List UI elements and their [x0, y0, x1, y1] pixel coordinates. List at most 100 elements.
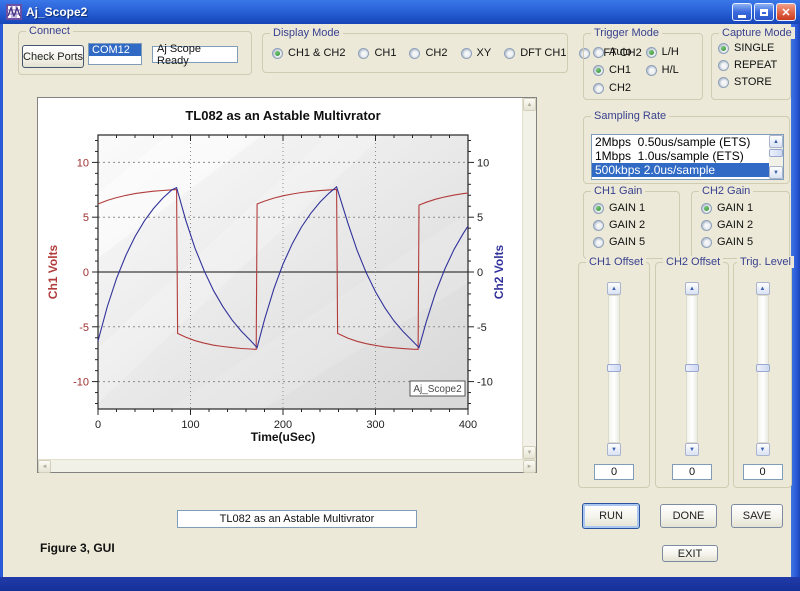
- window-title: Aj_Scope2: [26, 5, 87, 19]
- save-button[interactable]: SAVE: [731, 504, 783, 528]
- radio-xy[interactable]: XY: [461, 47, 492, 59]
- close-button[interactable]: ✕: [776, 3, 796, 21]
- done-label: DONE: [673, 510, 705, 522]
- slider-thumb[interactable]: [685, 364, 699, 372]
- sampling-option[interactable]: 1Mbps 1.0us/sample (ETS): [592, 149, 777, 163]
- trig-level-value[interactable]: 0: [743, 464, 783, 480]
- radio-gain-5[interactable]: GAIN 5: [593, 236, 679, 248]
- radio-single[interactable]: SINGLE: [718, 42, 790, 54]
- maximize-button[interactable]: [754, 3, 774, 21]
- radio-label: DFT CH1: [520, 47, 566, 59]
- scroll-left-icon[interactable]: ◄: [38, 460, 51, 473]
- radio-label: GAIN 1: [609, 202, 645, 214]
- radio-label: STORE: [734, 76, 772, 88]
- sampling-option[interactable]: 2Mbps 0.50us/sample (ETS): [592, 135, 777, 149]
- radio-gain-5[interactable]: GAIN 5: [701, 236, 789, 248]
- svg-text:Ch2 Volts: Ch2 Volts: [492, 244, 506, 299]
- ch2-offset-slider[interactable]: ▲ ▼: [685, 282, 699, 456]
- scroll-up-icon[interactable]: ▲: [769, 135, 783, 148]
- minimize-button[interactable]: [732, 3, 752, 21]
- trig-level-slider[interactable]: ▲ ▼: [756, 282, 770, 456]
- ch1-gain-label: CH1 Gain: [591, 185, 645, 197]
- radio-store[interactable]: STORE: [718, 76, 790, 88]
- radio-ch1[interactable]: CH1: [358, 47, 396, 59]
- exit-label: EXIT: [678, 548, 702, 560]
- scroll-up-icon[interactable]: ▲: [523, 98, 536, 111]
- radio-label: CH2: [609, 82, 631, 94]
- app-window: Aj_Scope2 ✕ Connect Check Ports COM12 Aj…: [0, 0, 800, 591]
- radio-gain-2[interactable]: GAIN 2: [593, 219, 679, 231]
- radio-icon: [272, 48, 283, 59]
- chart-title-text: TL082 as an Astable Multivrator: [220, 513, 375, 525]
- scroll-down-icon[interactable]: ▼: [523, 446, 536, 459]
- check-ports-label: Check Ports: [23, 51, 83, 63]
- sampling-scrollbar[interactable]: ▲ ▼: [769, 135, 783, 179]
- slider-thumb[interactable]: [756, 364, 770, 372]
- chart-vscrollbar[interactable]: ▲ ▼: [522, 98, 536, 459]
- sampling-option[interactable]: 500kbps 2.0us/sample: [592, 163, 777, 177]
- chart-hscrollbar[interactable]: ◄ ►: [38, 459, 536, 472]
- radio-ch2[interactable]: CH2: [409, 47, 447, 59]
- svg-text:0: 0: [83, 267, 89, 279]
- chart-title-field[interactable]: TL082 as an Astable Multivrator: [177, 510, 417, 528]
- radio-repeat[interactable]: REPEAT: [718, 59, 790, 71]
- exit-button[interactable]: EXIT: [662, 545, 718, 562]
- radio-icon: [504, 48, 515, 59]
- svg-text:Time(uSec): Time(uSec): [251, 430, 315, 444]
- run-button[interactable]: RUN: [582, 503, 640, 529]
- window-border-right: [791, 24, 800, 577]
- window-border-bottom: [0, 577, 800, 591]
- radio-gain-2[interactable]: GAIN 2: [701, 219, 789, 231]
- radio-label: SINGLE: [734, 42, 774, 54]
- radio-auto[interactable]: Auto: [593, 46, 632, 58]
- slider-down-icon[interactable]: ▼: [685, 443, 699, 456]
- radio-ch2[interactable]: CH2: [593, 82, 632, 94]
- svg-text:-5: -5: [477, 322, 487, 334]
- svg-text:5: 5: [477, 212, 483, 224]
- port-listbox[interactable]: COM12: [88, 43, 142, 65]
- trigger-mode-label: Trigger Mode: [591, 27, 662, 39]
- radio-icon: [646, 47, 657, 58]
- radio-l-h[interactable]: L/H: [646, 46, 679, 58]
- svg-text:-5: -5: [79, 322, 89, 334]
- radio-label: GAIN 5: [717, 236, 753, 248]
- sampling-rate-listbox[interactable]: 2Mbps 0.50us/sample (ETS)1Mbps 1.0us/sam…: [591, 134, 784, 180]
- status-field[interactable]: Aj Scope Ready: [152, 46, 238, 63]
- done-button[interactable]: DONE: [660, 504, 717, 528]
- svg-text:0: 0: [477, 267, 483, 279]
- app-icon: [6, 4, 22, 20]
- figure-caption: Figure 3, GUI: [40, 541, 115, 555]
- ch2-gain-group: CH2 Gain GAIN 1GAIN 2GAIN 5: [691, 191, 790, 259]
- radio-h-l[interactable]: H/L: [646, 64, 679, 76]
- radio-gain-1[interactable]: GAIN 1: [593, 202, 679, 214]
- radio-icon: [646, 65, 657, 76]
- scroll-thumb[interactable]: [769, 149, 783, 157]
- radio-gain-1[interactable]: GAIN 1: [701, 202, 789, 214]
- radio-dft-ch1[interactable]: DFT CH1: [504, 47, 566, 59]
- ch1-offset-value[interactable]: 0: [594, 464, 634, 480]
- trigger-mode-group: Trigger Mode AutoCH1CH2 L/HH/L: [583, 33, 703, 100]
- slider-thumb[interactable]: [607, 364, 621, 372]
- scroll-down-icon[interactable]: ▼: [769, 166, 783, 179]
- scroll-right-icon[interactable]: ►: [523, 460, 536, 473]
- radio-ch1[interactable]: CH1: [593, 64, 632, 76]
- radio-ch1-ch2[interactable]: CH1 & CH2: [272, 47, 345, 59]
- slider-up-icon[interactable]: ▲: [756, 282, 770, 295]
- slider-up-icon[interactable]: ▲: [685, 282, 699, 295]
- ch2-offset-value[interactable]: 0: [672, 464, 712, 480]
- ch1-offset-slider[interactable]: ▲ ▼: [607, 282, 621, 456]
- port-option-selected[interactable]: COM12: [89, 44, 141, 56]
- slider-up-icon[interactable]: ▲: [607, 282, 621, 295]
- connect-group-label: Connect: [26, 25, 73, 37]
- radio-icon: [409, 48, 420, 59]
- radio-label: H/L: [662, 64, 679, 76]
- titlebar[interactable]: Aj_Scope2 ✕: [0, 0, 800, 24]
- slider-down-icon[interactable]: ▼: [607, 443, 621, 456]
- scope-chart: -10-10-5-5005510100100200300400Aj_Scope2…: [38, 98, 522, 458]
- display-mode-label: Display Mode: [270, 27, 343, 39]
- radio-icon: [593, 237, 604, 248]
- check-ports-button[interactable]: Check Ports: [22, 45, 84, 68]
- close-icon: ✕: [781, 6, 790, 19]
- slider-down-icon[interactable]: ▼: [756, 443, 770, 456]
- svg-text:10: 10: [477, 157, 489, 169]
